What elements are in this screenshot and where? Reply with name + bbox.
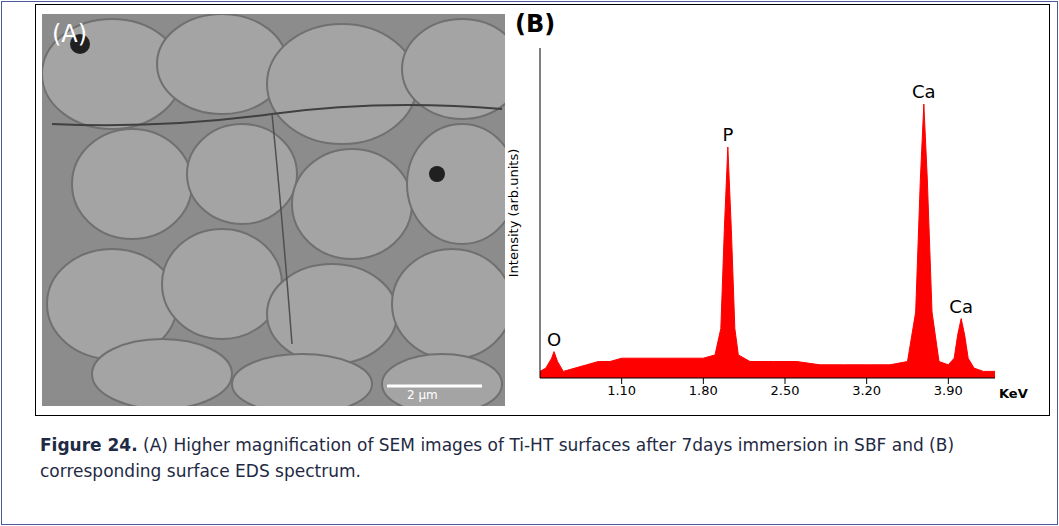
svg-text:2.50: 2.50 (771, 383, 800, 398)
svg-text:P: P (722, 124, 733, 145)
svg-text:3.20: 3.20 (852, 383, 881, 398)
html-text:(A): (A) (52, 20, 88, 48)
svg-text:1.10: 1.10 (607, 383, 636, 398)
svg-text:1.80: 1.80 (689, 383, 718, 398)
svg-text:O: O (547, 329, 561, 350)
svg-text:Ca: Ca (912, 81, 936, 102)
svg-text:Ca: Ca (949, 296, 973, 317)
svg-text:Intensity (arb.units): Intensity (arb.units) (506, 149, 521, 278)
html-text:KeV: KeV (999, 386, 1028, 401)
html-text:Figure 24. (A) Higher magnific: Figure 24. (A) Higher magnification of S… (40, 435, 955, 481)
html-text:2 µm: 2 µm (407, 388, 438, 402)
html-text:(B): (B) (515, 10, 556, 38)
svg-text:3.90: 3.90 (934, 383, 963, 398)
